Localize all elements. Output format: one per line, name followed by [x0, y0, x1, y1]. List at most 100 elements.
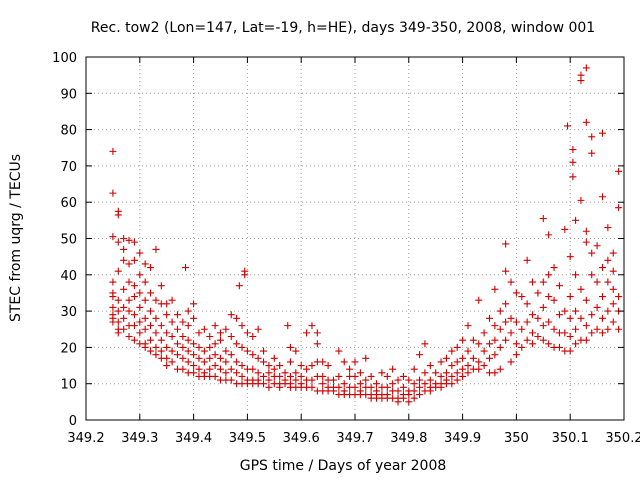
data-point — [491, 351, 499, 359]
data-point — [152, 343, 160, 351]
data-point — [437, 383, 445, 391]
data-point — [555, 282, 563, 290]
data-point — [475, 296, 483, 304]
data-point — [545, 340, 553, 348]
axis-ticks: 349.2 349.3 349.4 349.5 349.6 349.7 349.8 349.9… — [52, 51, 640, 446]
data-point — [448, 362, 456, 370]
data-point — [125, 307, 133, 315]
data-point — [308, 322, 316, 330]
data-point — [303, 365, 311, 373]
data-point — [270, 365, 278, 373]
data-point — [222, 325, 230, 333]
data-point — [276, 362, 284, 370]
data-point — [136, 249, 144, 257]
data-point — [356, 380, 364, 388]
data-point — [152, 329, 160, 337]
x-tick-label: 349.9 — [444, 431, 481, 446]
data-point — [351, 383, 359, 391]
data-point — [577, 285, 585, 293]
data-point — [598, 329, 606, 337]
data-point — [179, 333, 187, 341]
data-point — [303, 329, 311, 337]
y-tick-label: 60 — [60, 196, 77, 211]
data-point — [410, 380, 418, 388]
data-point — [173, 311, 181, 319]
data-point — [399, 372, 407, 380]
data-point — [184, 322, 192, 330]
data-point — [399, 394, 407, 402]
data-point — [496, 325, 504, 333]
x-tick-label: 349.2 — [67, 431, 104, 446]
y-tick-label: 90 — [60, 87, 77, 102]
data-point — [615, 293, 623, 301]
data-point — [453, 369, 461, 377]
data-point — [190, 300, 198, 308]
data-point — [249, 365, 257, 373]
data-point — [539, 215, 547, 223]
data-point — [389, 380, 397, 388]
data-point — [222, 358, 230, 366]
data-point — [211, 351, 219, 359]
data-point — [550, 264, 558, 272]
data-point — [432, 369, 440, 377]
data-point — [114, 238, 122, 246]
data-point — [190, 314, 198, 322]
data-point — [319, 380, 327, 388]
data-point — [141, 296, 149, 304]
data-point — [346, 365, 354, 373]
data-point — [238, 322, 246, 330]
data-point — [453, 358, 461, 366]
data-point — [130, 282, 138, 290]
data-point — [184, 358, 192, 366]
x-tick-label: 349.6 — [283, 431, 320, 446]
data-point — [389, 365, 397, 373]
data-point — [442, 369, 450, 377]
data-point — [421, 369, 429, 377]
data-point — [211, 340, 219, 348]
data-point — [475, 358, 483, 366]
data-point — [136, 303, 144, 311]
data-point — [534, 333, 542, 341]
data-point — [335, 372, 343, 380]
data-point — [163, 343, 171, 351]
data-point — [222, 347, 230, 355]
data-point — [475, 365, 483, 373]
data-point — [260, 380, 268, 388]
data-point — [502, 240, 510, 248]
data-point — [523, 300, 531, 308]
data-point — [182, 264, 190, 272]
data-point — [598, 193, 606, 201]
data-point — [233, 314, 241, 322]
data-point — [125, 260, 133, 268]
data-point — [588, 329, 596, 337]
data-point — [502, 318, 510, 326]
data-point — [157, 347, 165, 355]
data-point — [168, 347, 176, 355]
data-point — [168, 333, 176, 341]
data-point — [136, 289, 144, 297]
chart-title: Rec. tow2 (Lon=147, Lat=-19, h=HE), days… — [91, 20, 595, 36]
data-point — [486, 340, 493, 348]
data-point — [217, 329, 224, 337]
data-point — [469, 354, 477, 362]
data-point — [351, 358, 359, 366]
data-point — [550, 296, 558, 304]
y-axis-label: STEC from uqrg / TECUs — [8, 154, 24, 322]
data-point — [572, 325, 580, 333]
data-point — [405, 376, 413, 384]
data-point — [335, 347, 343, 355]
data-point — [265, 376, 273, 384]
data-point — [190, 362, 198, 370]
data-point — [152, 351, 160, 359]
data-point — [593, 325, 601, 333]
data-point — [394, 376, 402, 384]
data-point — [265, 362, 273, 370]
data-point — [593, 242, 601, 250]
data-point — [152, 314, 160, 322]
data-point — [577, 196, 585, 204]
data-point — [512, 289, 520, 297]
data-point — [235, 282, 243, 290]
data-point — [512, 318, 520, 326]
data-point — [157, 336, 165, 344]
data-point — [448, 372, 456, 380]
